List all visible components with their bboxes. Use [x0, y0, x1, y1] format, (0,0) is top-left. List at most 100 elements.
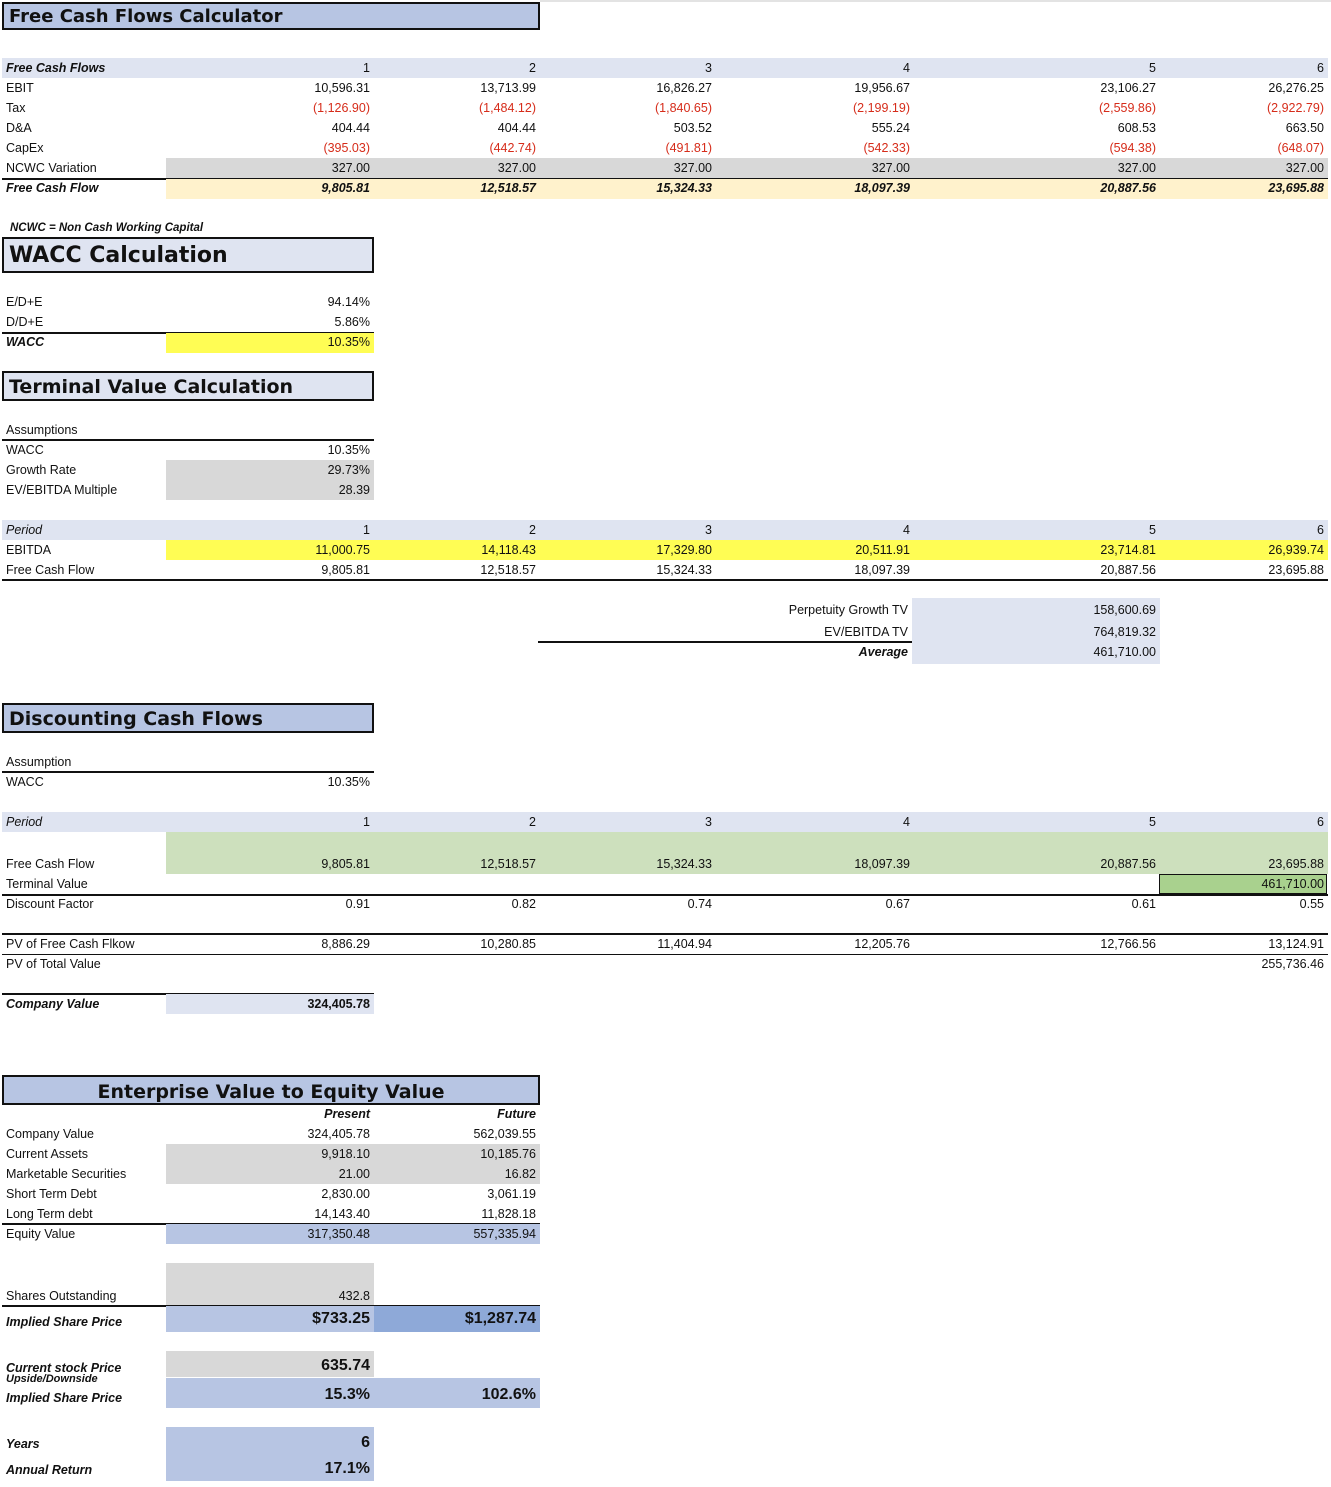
dcf-period-band	[2, 812, 1328, 832]
dcf-period-4: 4	[903, 815, 910, 829]
tv-assumptions-label: Assumptions	[6, 423, 78, 437]
fcf-total-value-3: 15,324.33	[656, 181, 712, 195]
dcf-discount-value-5: 0.61	[1131, 897, 1156, 911]
tv-ebitda-value-6: 26,939.74	[1268, 543, 1324, 557]
row-border	[2, 954, 1328, 955]
dcf-fcf-value-1: 9,805.81	[321, 857, 370, 871]
wacc-title: WACC Calculation	[2, 237, 374, 273]
ev-row-present: 21.00	[338, 1167, 370, 1181]
dcf-pv-label: PV of Free Cash Flkow	[6, 937, 135, 951]
dcf-assumption-label: Assumption	[6, 755, 72, 769]
tv-assumption-label: Growth Rate	[6, 463, 77, 477]
dcf-fcf-value-2: 12,518.57	[480, 857, 536, 871]
terminal-label: Terminal Value	[6, 877, 88, 891]
implied-future: $1,287.74	[464, 1310, 536, 1327]
shares-label: Shares Outstanding	[6, 1289, 117, 1303]
implied-present-band	[166, 1306, 374, 1332]
ev-row-present: 2,830.00	[321, 1187, 370, 1201]
fcf-period-2: 2	[529, 61, 536, 75]
dcf-pv-value-2: 10,280.85	[480, 937, 536, 951]
dcf-period-2: 2	[529, 815, 536, 829]
fcf-row-4-label: CapEx	[6, 141, 44, 155]
upside-label: Upside/Downside	[6, 1374, 98, 1384]
row-border	[2, 771, 374, 773]
dcf-period-1: 1	[363, 815, 370, 829]
fcf-row-2-value-2: (1,484.12)	[479, 101, 536, 115]
tv-assumption-value: 29.73%	[327, 463, 370, 477]
ev-row-label: Current Assets	[6, 1147, 88, 1161]
fcf-row-5-value-4: 327.00	[871, 161, 910, 175]
fcf-total-value-6: 23,695.88	[1268, 181, 1324, 195]
current-price-label: Current stock Price	[6, 1361, 122, 1375]
dcf-period-3: 3	[705, 815, 712, 829]
ev-row-present: 14,143.40	[314, 1207, 370, 1221]
tv-period-4: 4	[903, 523, 910, 537]
row-border	[2, 933, 1328, 935]
shares-value: 432.8	[338, 1289, 370, 1303]
fcf-row-5-label: NCWC Variation	[6, 161, 97, 175]
equity-future: 557,335.94	[473, 1227, 536, 1241]
fcf-total-value-2: 12,518.57	[480, 181, 536, 195]
fcf-row-1-value-5: 23,106.27	[1100, 81, 1156, 95]
row-border	[2, 439, 374, 441]
dcf-pv-value-4: 12,205.76	[854, 937, 910, 951]
fcf-total-value-1: 9,805.81	[321, 181, 370, 195]
dcf-fcf-label: Free Cash Flow	[6, 857, 95, 871]
ev-title: Enterprise Value to Equity Value	[2, 1075, 540, 1105]
dcf-discount-value-1: 0.91	[345, 897, 370, 911]
fcf-title: Free Cash Flows Calculator	[2, 2, 540, 30]
tv-summary-value: 764,819.32	[1093, 625, 1156, 639]
tv-ebitda-value-1: 11,000.75	[315, 543, 370, 557]
fcf-row-4-value-5: (594.38)	[1109, 141, 1156, 155]
dcf-title: Discounting Cash Flows	[2, 703, 374, 733]
dcf-period-5: 5	[1149, 815, 1156, 829]
tv-assumption-value: 28.39	[338, 483, 370, 497]
pv-total-label: PV of Total Value	[6, 957, 101, 971]
tv-title: Terminal Value Calculation	[2, 371, 374, 401]
dcf-discount-value-6: 0.55	[1299, 897, 1324, 911]
fcf-row-4-value-4: (542.33)	[863, 141, 910, 155]
fcf-total-label: Free Cash Flow	[6, 181, 99, 195]
fcf-period-4: 4	[903, 61, 910, 75]
dcf-fcf-value-3: 15,324.33	[656, 857, 712, 871]
tv-period-label: Period	[6, 523, 43, 537]
upside-future: 102.6%	[481, 1386, 536, 1403]
terminal-value: 461,710.00	[1261, 877, 1324, 891]
ev-row-future: 3,061.19	[487, 1187, 536, 1201]
fcf-row-1-value-3: 16,826.27	[656, 81, 712, 95]
tv-ebitda-value-2: 14,118.43	[481, 543, 536, 557]
dcf-period-6: 6	[1317, 815, 1324, 829]
annual-value: 17.1%	[324, 1460, 370, 1477]
upside-row-label: Implied Share Price	[6, 1391, 123, 1405]
fcf-row-3-value-4: 555.24	[871, 121, 910, 135]
dcf-pv-value-1: 8,886.29	[321, 937, 370, 951]
fcf-row-4-value-1: (395.03)	[323, 141, 370, 155]
ncwc-note: NCWC = Non Cash Working Capital	[10, 222, 204, 234]
fcf-period-5: 5	[1149, 61, 1156, 75]
dcf-fcf-band	[166, 832, 1328, 874]
ev-row-label: Long Term debt	[6, 1207, 93, 1221]
tv-fcf-value-5: 20,887.56	[1100, 563, 1156, 577]
fcf-row-1-value-6: 26,276.25	[1268, 81, 1324, 95]
wacc-result-band	[166, 333, 374, 353]
tv-fcf-value-4: 18,097.39	[854, 563, 910, 577]
dcf-wacc-value: 10.35%	[327, 775, 370, 789]
fcf-row-5-value-6: 327.00	[1285, 161, 1324, 175]
fcf-row-1-value-1: 10,596.31	[314, 81, 370, 95]
row-border	[538, 641, 912, 643]
tv-ebitda-label: EBITDA	[6, 543, 52, 557]
tv-summary-band	[912, 598, 1160, 664]
fcf-row-1-label: EBIT	[6, 81, 34, 95]
fcf-row-3-value-6: 663.50	[1285, 121, 1324, 135]
wacc-row-value: 94.14%	[327, 295, 370, 309]
tv-ebitda-value-4: 20,511.91	[855, 543, 910, 557]
tv-fcf-value-1: 9,805.81	[321, 563, 370, 577]
fcf-total-value-5: 20,887.56	[1100, 181, 1156, 195]
tv-period-3: 3	[705, 523, 712, 537]
col-present-header: Present	[324, 1107, 370, 1121]
fcf-row-1-value-2: 13,713.99	[480, 81, 536, 95]
fcf-period-3: 3	[705, 61, 712, 75]
terminal-value-band	[1159, 874, 1327, 894]
tv-fcf-value-6: 23,695.88	[1268, 563, 1324, 577]
fcf-row-3-value-5: 608.53	[1117, 121, 1156, 135]
